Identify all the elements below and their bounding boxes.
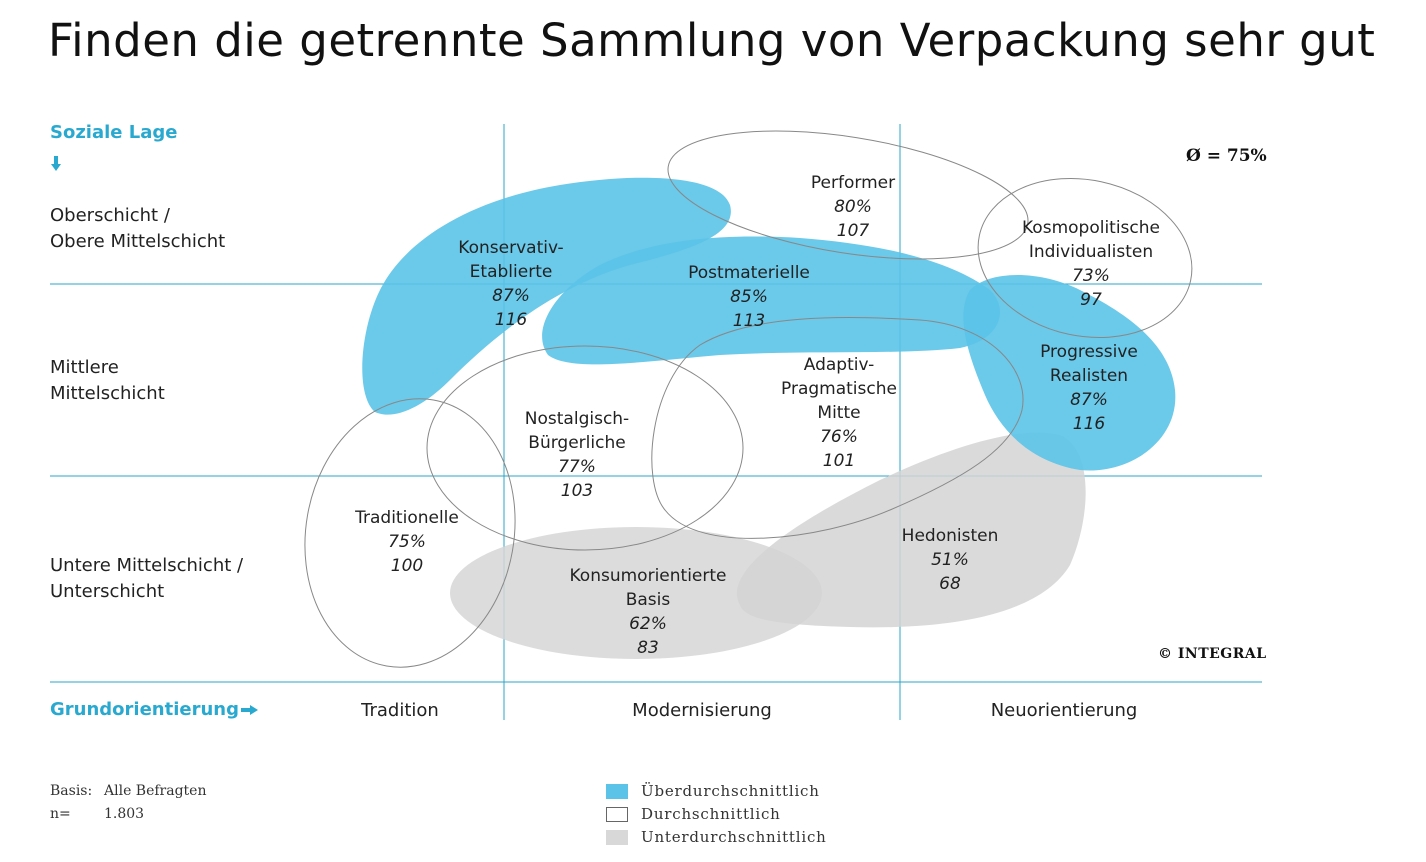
row-label-line: Untere Mittelschicht /: [50, 555, 244, 576]
milieu-percent: 80%: [834, 197, 872, 217]
milieu-shape-adaptiv: [651, 317, 1024, 539]
legend-label-above: Überdurchschnittlich: [641, 782, 820, 800]
milieu-name: Progressive: [1040, 342, 1138, 362]
milieu-percent: 75%: [388, 532, 426, 552]
milieu-shape-hedonisten: [736, 432, 1086, 628]
milieu-name: Kosmopolitische: [1022, 218, 1160, 238]
page-title: Finden die getrennte Sammlung von Verpac…: [48, 14, 1376, 67]
n-value: 1.803: [104, 806, 145, 822]
legend-label-below: Unterdurchschnittlich: [641, 828, 827, 846]
milieu-percent: 76%: [820, 427, 858, 447]
milieu-index: 116: [1072, 414, 1106, 434]
milieu-percent: 51%: [931, 550, 969, 570]
milieu-shape-kosmopolitische: [977, 177, 1193, 339]
milieu-index: 97: [1080, 290, 1102, 310]
milieu-index: 116: [494, 310, 528, 330]
milieu-shape-performer: [667, 130, 1029, 260]
milieu-percent: 73%: [1072, 266, 1110, 286]
milieu-index: 107: [836, 221, 870, 241]
column-label-modernisierung: Modernisierung: [632, 700, 772, 721]
row-label-line: Oberschicht /: [50, 205, 170, 226]
y-axis-title: Soziale Lage: [50, 122, 178, 143]
row-label-lower: Untere Mittelschicht / Unterschicht: [50, 553, 243, 605]
milieu-name: Postmaterielle: [688, 263, 810, 283]
column-label-tradition: Tradition: [361, 700, 439, 721]
milieu-name: Adaptiv-: [803, 355, 875, 375]
milieu-index: 100: [390, 556, 424, 576]
column-label-neuorientierung: Neuorientierung: [990, 700, 1138, 721]
milieu-name: Konservativ-: [458, 238, 564, 258]
legend-swatch-above: [606, 784, 628, 799]
milieu-percent: 87%: [492, 286, 530, 306]
milieu-percent: 62%: [629, 614, 667, 634]
milieu-shape-konservativ: [362, 177, 731, 415]
row-label-middle: Mittlere Mittelschicht: [50, 355, 165, 407]
copyright: © INTEGRAL: [1158, 646, 1267, 662]
milieu-label-konservativ: Konservativ- Etablierte 87% 116: [458, 236, 563, 332]
milieu-shape-traditionelle: [304, 398, 516, 668]
milieu-name: Etablierte: [469, 262, 553, 282]
milieu-label-traditionelle: Traditionelle 75% 100: [355, 506, 459, 578]
row-label-line: Mittelschicht: [50, 383, 165, 404]
arrow-down-icon: [51, 156, 61, 171]
legend-label-average: Durchschnittlich: [641, 805, 781, 823]
n-label: n=: [50, 806, 71, 822]
milieu-name: Hedonisten: [901, 526, 999, 546]
arrow-right-icon: [241, 705, 258, 715]
basis-label: Basis:: [50, 783, 93, 799]
milieu-name: Individualisten: [1028, 242, 1154, 262]
milieu-label-adaptiv: Adaptiv- Pragmatische Mitte 76% 101: [781, 353, 897, 473]
legend-swatch-average: [606, 807, 628, 822]
milieu-label-kosmopolitische: Kosmopolitische Individualisten 73% 97: [1022, 216, 1160, 312]
milieu-index: 103: [560, 481, 594, 501]
milieu-name: Realisten: [1049, 366, 1129, 386]
x-axis-title: Grundorientierung: [50, 699, 239, 720]
milieu-percent: 85%: [730, 287, 768, 307]
milieu-name: Bürgerliche: [528, 433, 626, 453]
milieu-index: 113: [732, 311, 766, 331]
row-label-upper: Oberschicht / Obere Mittelschicht: [50, 203, 225, 255]
basis-value: Alle Befragten: [104, 783, 207, 799]
milieu-name: Pragmatische: [781, 379, 897, 399]
milieu-index: 83: [637, 638, 659, 658]
milieu-shape-postmaterielle: [542, 236, 1000, 365]
milieu-name: Konsumorientierte: [569, 566, 727, 586]
milieu-shape-nostalgisch: [426, 345, 744, 551]
milieu-name: Basis: [625, 590, 671, 610]
milieu-label-performer: Performer 80% 107: [811, 171, 895, 243]
milieu-label-konsum: Konsumorientierte Basis 62% 83: [570, 564, 727, 660]
legend-swatch-below: [606, 830, 628, 845]
milieu-percent: 77%: [558, 457, 596, 477]
milieu-index: 68: [939, 574, 961, 594]
milieu-label-nostalgisch: Nostalgisch- Bürgerliche 77% 103: [525, 407, 629, 503]
milieu-percent: 87%: [1070, 390, 1108, 410]
milieu-name: Mitte: [817, 403, 861, 423]
milieu-shape-konsum: [450, 527, 822, 659]
milieu-name: Traditionelle: [355, 508, 459, 528]
milieu-name: Nostalgisch-: [524, 409, 630, 429]
milieu-shape-progressive: [963, 275, 1176, 471]
milieu-label-hedonisten: Hedonisten 51% 68: [902, 524, 999, 596]
row-label-line: Obere Mittelschicht: [50, 231, 226, 252]
row-label-line: Mittlere: [50, 357, 119, 378]
milieu-label-progressive: Progressive Realisten 87% 116: [1040, 340, 1138, 436]
milieu-index: 101: [822, 451, 856, 471]
row-label-line: Unterschicht: [50, 581, 165, 602]
milieu-name: Performer: [810, 173, 896, 193]
average-value: Ø = 75%: [1186, 146, 1267, 166]
milieu-label-postmaterielle: Postmaterielle 85% 113: [688, 261, 810, 333]
